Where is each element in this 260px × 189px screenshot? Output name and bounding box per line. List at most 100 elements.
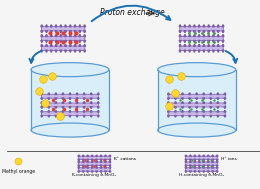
Polygon shape [91,159,93,161]
Polygon shape [198,50,200,52]
Polygon shape [105,159,107,161]
Polygon shape [203,40,205,43]
Polygon shape [79,44,81,46]
Polygon shape [212,34,214,36]
Polygon shape [55,115,57,117]
Polygon shape [46,44,48,46]
Text: H⁺ ions: H⁺ ions [214,157,237,164]
Polygon shape [224,107,226,108]
Polygon shape [83,115,85,117]
FancyArrowPatch shape [92,6,170,21]
Polygon shape [55,110,57,112]
Polygon shape [91,161,93,162]
Polygon shape [167,101,169,103]
Polygon shape [210,115,212,117]
Polygon shape [224,115,226,117]
Polygon shape [217,40,219,43]
Polygon shape [198,167,200,168]
Polygon shape [224,98,226,100]
Polygon shape [97,93,99,94]
FancyArrowPatch shape [226,51,237,63]
Polygon shape [207,161,209,162]
Polygon shape [174,101,177,103]
Polygon shape [174,98,177,100]
Polygon shape [190,167,191,168]
Polygon shape [203,107,205,108]
Polygon shape [83,98,85,100]
Polygon shape [96,171,98,172]
Polygon shape [97,110,99,112]
Polygon shape [78,167,80,168]
Text: H-containing δ-MnO₂: H-containing δ-MnO₂ [179,173,224,177]
Polygon shape [84,25,86,27]
Polygon shape [184,31,186,33]
Polygon shape [109,159,111,161]
Polygon shape [189,31,191,33]
Polygon shape [109,161,111,162]
FancyBboxPatch shape [79,156,110,160]
Bar [31,70,109,130]
FancyBboxPatch shape [79,168,110,171]
Polygon shape [76,98,78,100]
Polygon shape [203,167,205,168]
Polygon shape [97,98,99,100]
Polygon shape [91,165,93,167]
Polygon shape [50,34,52,36]
Polygon shape [196,98,198,100]
Polygon shape [196,110,198,112]
Ellipse shape [31,123,109,137]
Polygon shape [198,159,200,161]
Polygon shape [212,165,214,167]
Polygon shape [189,34,191,36]
Polygon shape [84,31,86,33]
Polygon shape [181,101,184,103]
Polygon shape [217,50,219,52]
Polygon shape [167,93,169,94]
Polygon shape [181,107,184,108]
Polygon shape [74,25,76,27]
Polygon shape [174,115,177,117]
Polygon shape [55,44,57,46]
Polygon shape [216,161,218,162]
Polygon shape [185,165,187,167]
FancyBboxPatch shape [41,103,99,107]
Polygon shape [208,44,210,46]
Polygon shape [69,44,71,46]
Polygon shape [100,165,102,167]
Polygon shape [83,101,85,103]
Polygon shape [193,50,195,52]
Polygon shape [76,101,78,103]
Polygon shape [181,115,184,117]
Polygon shape [198,31,200,33]
Polygon shape [203,101,205,103]
Polygon shape [208,31,210,33]
Polygon shape [203,115,205,117]
Polygon shape [216,159,218,161]
Polygon shape [198,25,200,27]
Polygon shape [87,165,89,167]
Polygon shape [96,159,98,161]
Polygon shape [69,101,71,103]
Polygon shape [217,25,219,27]
Polygon shape [217,98,219,100]
Polygon shape [41,25,43,27]
Polygon shape [181,93,184,94]
Polygon shape [100,155,102,156]
Polygon shape [222,50,224,52]
Polygon shape [222,25,224,27]
Polygon shape [210,101,212,103]
FancyBboxPatch shape [79,162,110,165]
FancyBboxPatch shape [180,46,223,50]
Polygon shape [203,50,205,52]
Polygon shape [105,165,107,167]
Polygon shape [198,34,200,36]
Polygon shape [181,98,184,100]
Polygon shape [87,159,89,161]
Polygon shape [224,110,226,112]
Polygon shape [87,155,89,156]
Polygon shape [46,25,48,27]
Polygon shape [203,165,205,167]
Polygon shape [208,25,210,27]
Polygon shape [69,40,71,43]
Polygon shape [184,50,186,52]
